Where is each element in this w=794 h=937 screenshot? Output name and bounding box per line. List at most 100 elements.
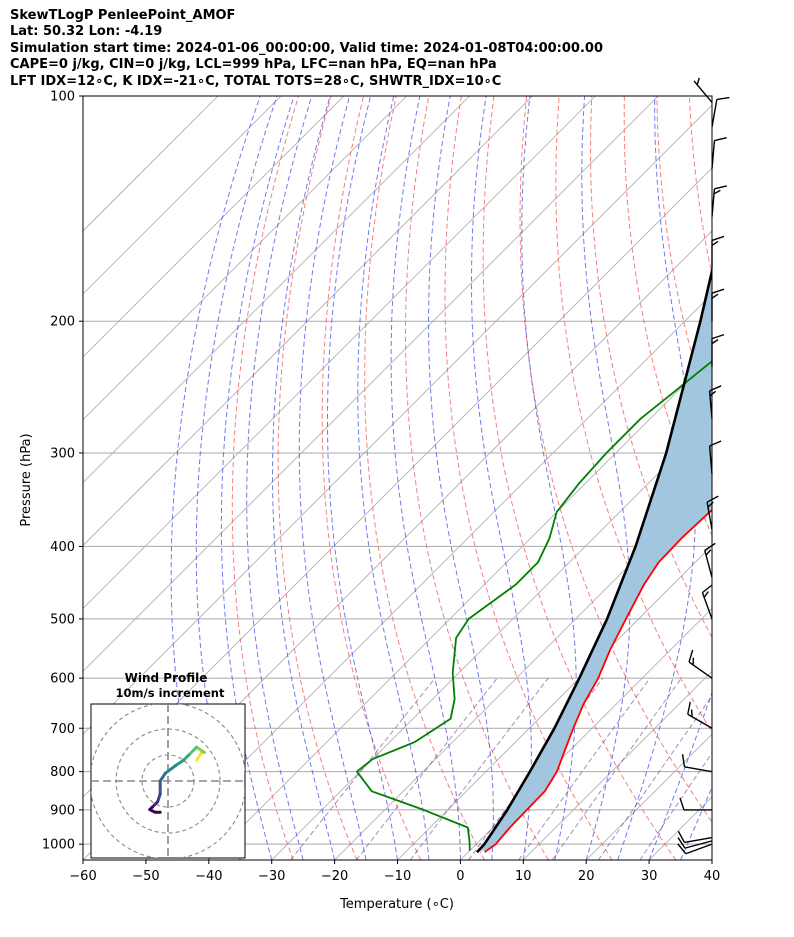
moist-adiabat [327,96,398,860]
barb-shaft [711,99,718,128]
mixing-ratio-line [290,677,436,860]
barb-feather [679,797,685,811]
x-axis-label: Temperature (∘C) [339,897,454,912]
y-tick-label: 400 [50,540,75,555]
barb-shaft [684,766,713,773]
x-tick-label: −10 [384,869,411,884]
wind-barb [704,542,716,578]
moist-adiabat [471,96,532,860]
time-line: Simulation start time: 2024-01-06_00:00:… [10,40,603,56]
x-tick-label: 20 [578,869,595,884]
y-tick-label: 900 [50,803,75,818]
dry-adiabat [623,96,712,537]
isotherm [397,544,712,860]
axis-ticks: −60 −50 −40 −30 −20 −10 0 10 20 30 40 100 200 300 400 5… [42,90,720,885]
isotherm [83,96,533,547]
dry-adiabat [555,96,712,733]
inset-title: Wind Profile [125,671,208,685]
hodograph-segment [158,771,167,783]
moist-adiabat [195,96,278,860]
barb-feather [709,390,717,397]
wind-barb [677,837,713,849]
y-tick-label: 500 [50,612,75,627]
mixing-ratio-line [639,752,712,860]
dry-adiabat [482,96,677,860]
barb-feather [711,293,719,299]
hodograph-segment [195,750,204,762]
barb-feather [705,549,712,556]
barb-feather [713,189,721,195]
wind-barb [711,333,725,367]
wind-barb [706,495,719,530]
moist-adiabat [711,858,712,860]
location-line: Lat: 50.32 Lon: -4.19 [10,24,163,40]
isotherm [523,670,712,860]
isotherm [83,96,219,232]
dry-adiabat [231,96,299,860]
mixing-ratio-line [518,677,651,860]
moist-adiabat [298,96,367,860]
barb-shaft [711,140,716,169]
x-tick-label: −20 [321,869,348,884]
wind-barb [711,96,730,128]
cin-cape-area [478,271,712,851]
dry-adiabat [755,96,794,860]
isotherm [83,96,596,609]
isotherm [83,96,659,672]
x-tick-label: 30 [641,869,658,884]
isotherm [83,96,282,295]
wind-barb [679,797,712,811]
y-tick-label: 800 [50,765,75,780]
isotherm [83,96,470,484]
moist-adiabat [521,96,577,860]
moist-adiabat [170,96,261,860]
hodograph-segment [174,758,186,767]
isotherm [83,104,712,735]
isotherm [460,607,712,860]
barb-shaft [684,836,713,844]
y-tick-label: 700 [50,722,75,737]
dry-adiabat [589,96,712,639]
wind-barb [677,830,713,844]
wind-barb [687,701,713,729]
barb-feather [709,440,722,447]
dry-adiabat [444,96,613,860]
x-tick-label: −60 [69,869,96,884]
barb-feather [688,649,694,663]
barb-feather [681,754,686,767]
x-tick-label: 0 [456,869,464,884]
barb-feather [677,830,686,843]
x-tick-label: −50 [132,869,159,884]
moist-adiabat [220,96,295,860]
chart-title: SkewTLogP PenleePoint_AMOF [10,8,236,23]
profile-lines [356,265,712,854]
barb-shaft [684,840,713,849]
isotherm [711,859,712,860]
barb-shaft [685,843,713,855]
x-tick-label: −30 [258,869,285,884]
dry-adiabat [277,96,358,860]
barb-feather [711,339,719,345]
wind-barb [711,288,725,322]
hodograph-segment [187,745,199,757]
y-tick-label: 200 [50,315,75,330]
moist-adiabat [272,96,336,860]
moist-adiabat [680,786,712,860]
chart-title-block: SkewTLogP PenleePoint_AMOF Lat: 50.32 Lo… [10,8,603,90]
barb-feather [711,288,725,294]
wind-barb [711,235,725,269]
mixing-ratio-line [597,695,712,860]
wind-barb [688,649,713,679]
dry-adiabat [787,96,794,860]
parcel-path-line [476,265,712,854]
wind-barb [677,843,713,855]
barb-feather [716,96,730,101]
barb-feather [711,333,725,340]
barb-feather [696,77,700,86]
x-tick-label: 40 [704,869,721,884]
y-tick-label: 1000 [42,838,75,853]
wind-barb [701,584,713,620]
y-tick-label: 300 [50,446,75,461]
barb-feather [704,542,716,551]
